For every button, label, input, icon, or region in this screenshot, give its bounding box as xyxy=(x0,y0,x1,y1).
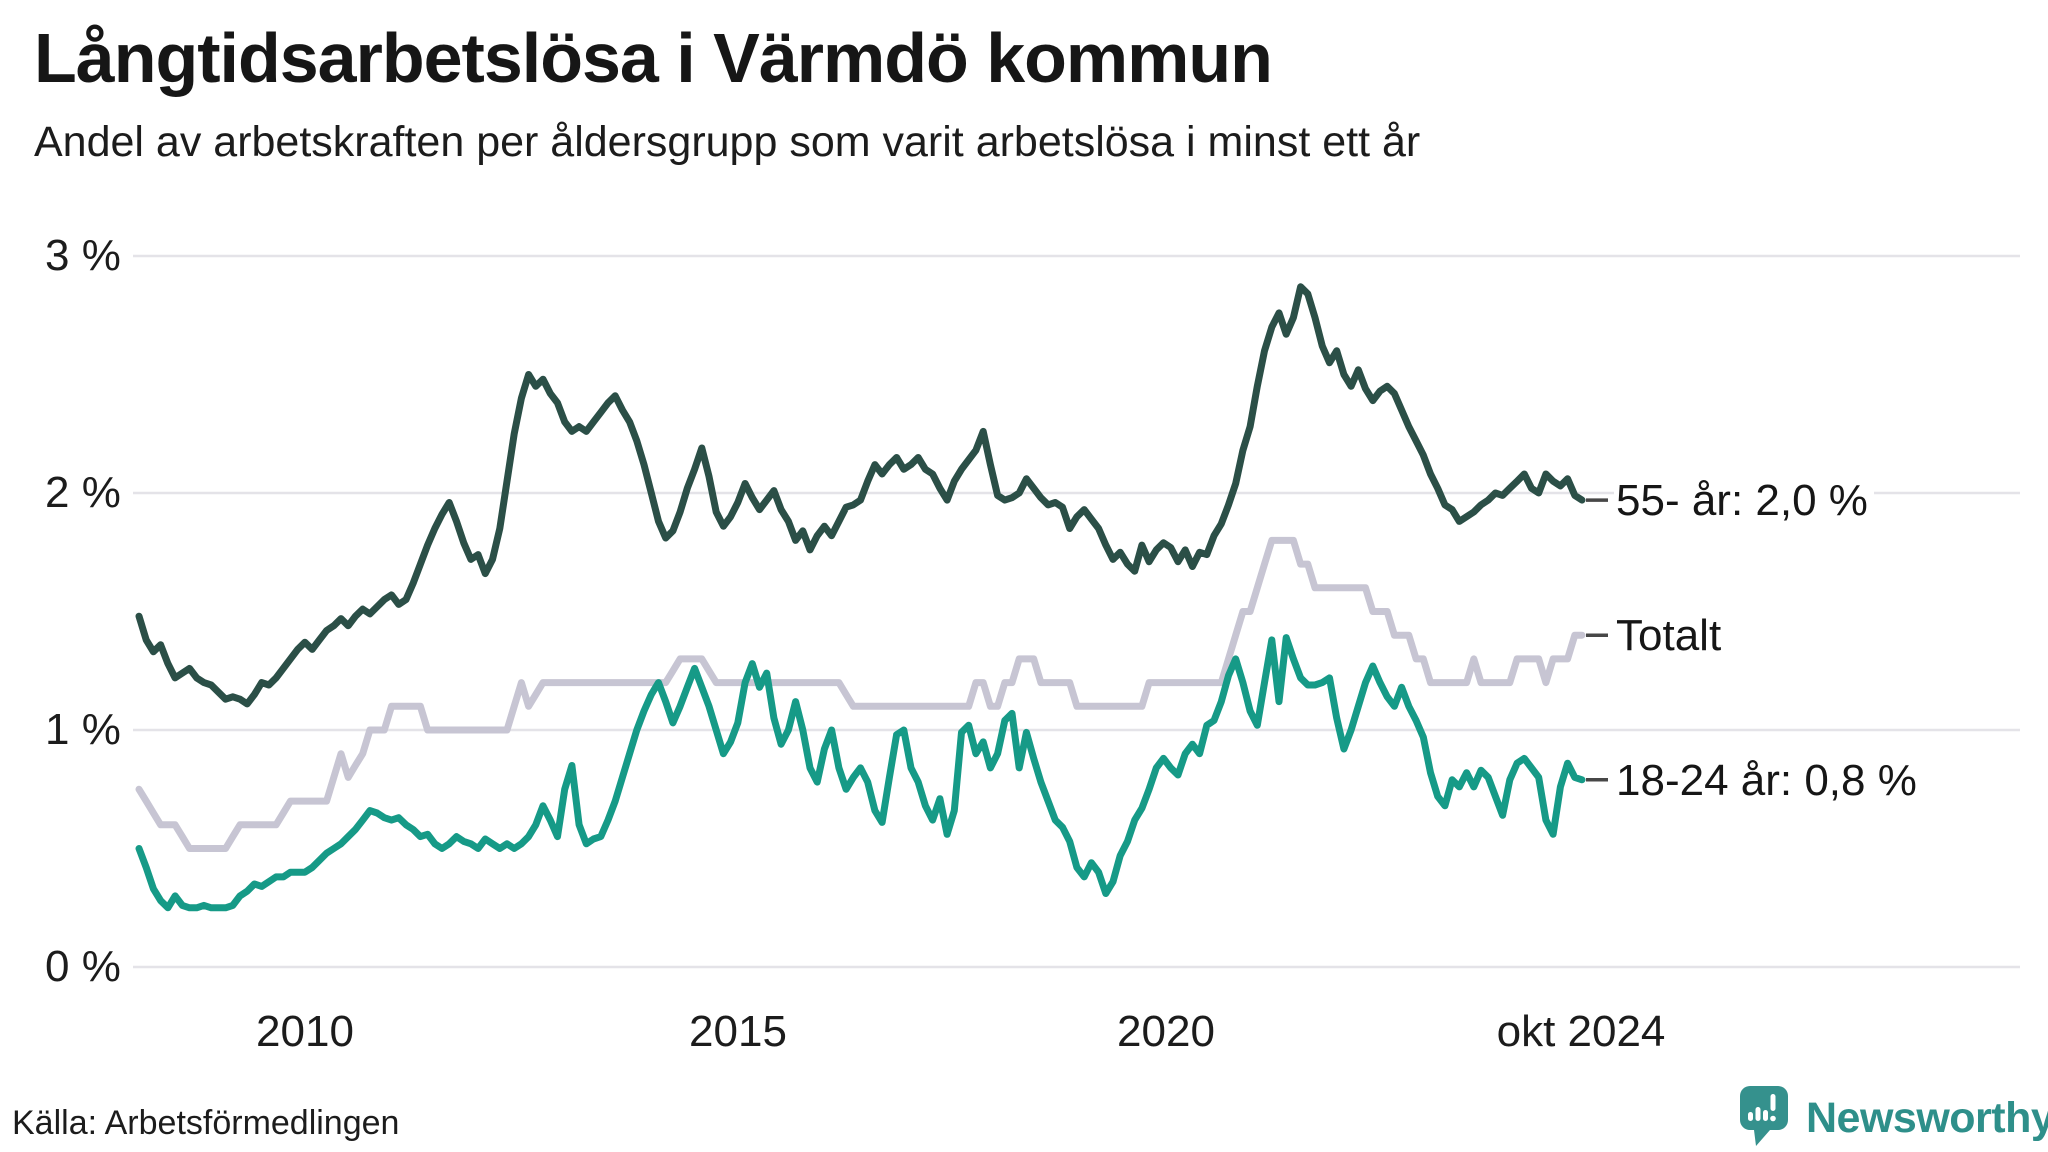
y-tick-3pct: 3 % xyxy=(45,231,121,280)
series-label-totalt: Totalt xyxy=(1614,608,1728,664)
x-tick-2020: 2020 xyxy=(1117,1007,1215,1056)
newsworthy-logo-icon xyxy=(1740,1086,1788,1146)
y-tick-0pct: 0 % xyxy=(45,942,121,991)
newsworthy-brand: Newsworthy xyxy=(1740,1086,2048,1146)
page-subtitle: Andel av arbetskraften per åldersgrupp s… xyxy=(34,118,1421,166)
series-totalt-line xyxy=(135,536,1586,852)
x-tick-2010: 2010 xyxy=(256,1007,354,1056)
x-tick-okt-2024: okt 2024 xyxy=(1496,1007,1666,1056)
y-tick-2pct: 2 % xyxy=(45,468,121,517)
series-55-line xyxy=(135,283,1586,708)
series-label-18-24: 18-24 år: 0,8 % xyxy=(1614,753,1923,809)
y-tick-1pct: 1 % xyxy=(45,705,121,754)
page-title: Långtidsarbetslösa i Värmdö kommun xyxy=(34,19,1273,97)
series-label-55: 55- år: 2,0 % xyxy=(1614,473,1874,529)
x-tick-2015: 2015 xyxy=(689,1007,787,1056)
source-note: Källa: Arbetsförmedlingen xyxy=(12,1104,400,1142)
series-18-24-line xyxy=(135,634,1586,912)
newsworthy-brand-text: Newsworthy xyxy=(1806,1094,2048,1142)
